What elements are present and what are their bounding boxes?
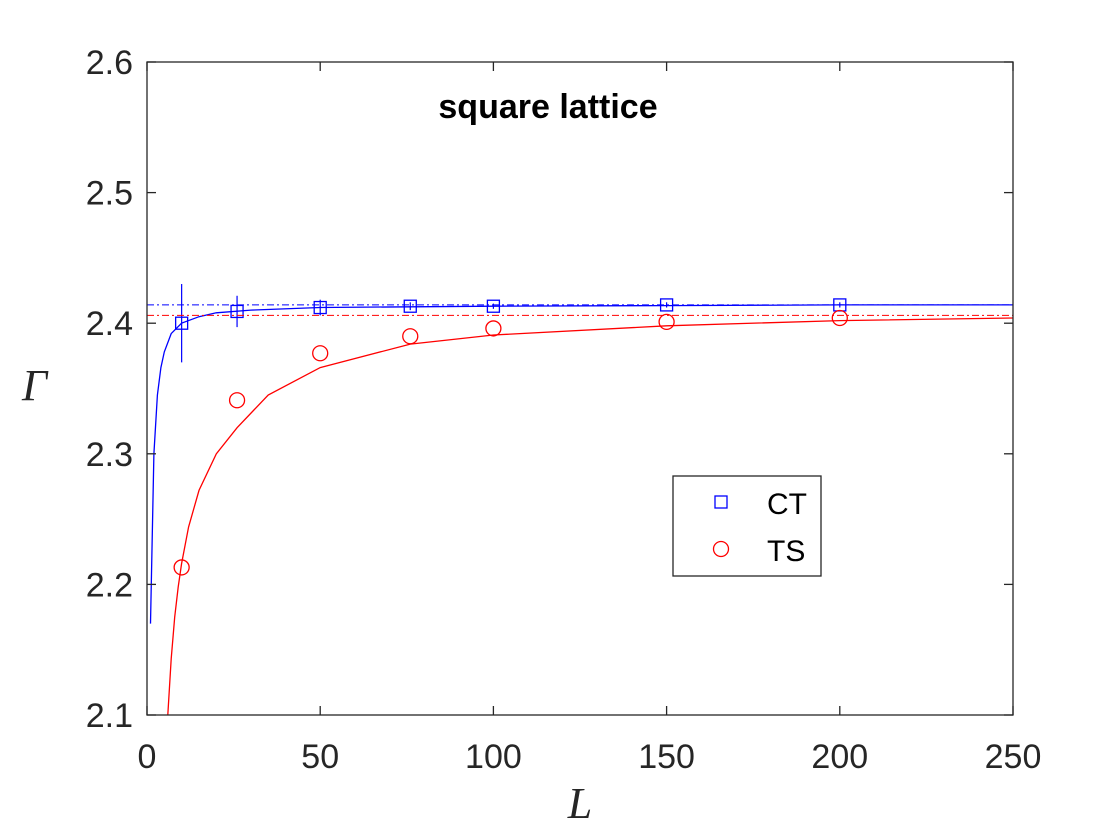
ticks-layer: 0 50 100 150 200 250 2.1 2.2 2.3 2.4 2.5 2.6: [86, 44, 1042, 776]
legend-ts-label: TS: [767, 535, 805, 568]
ct-point: [403, 299, 417, 313]
ct-fit-curve: [149, 304, 1013, 624]
ct-point: [486, 299, 501, 313]
ts-fit-curve: [167, 317, 1013, 715]
x-tick-label: 150: [638, 738, 695, 776]
legend-box: [672, 475, 822, 577]
ts-point: [658, 313, 675, 331]
x-tick-label: 100: [465, 738, 522, 776]
x-tick-label: 250: [985, 738, 1042, 776]
y-tick-label: 2.6: [86, 44, 133, 82]
legend: CT TS: [672, 475, 822, 577]
y-tick-label: 2.3: [86, 436, 133, 474]
plot-frame: [146, 61, 1014, 716]
y-tick-label: 2.1: [86, 697, 133, 735]
x-tick-label: 50: [301, 738, 339, 776]
y-tick-label: 2.2: [86, 566, 133, 604]
chart-title: square lattice: [438, 88, 657, 126]
ts-point: [402, 328, 419, 345]
y-axis-label: Γ: [21, 361, 49, 410]
legend-ct-marker: [714, 495, 728, 509]
x-tick-label: 0: [138, 738, 157, 776]
ts-point: [831, 309, 848, 327]
legend-ts-marker: [712, 540, 730, 558]
ct-point: [174, 316, 189, 330]
x-axis-label: L: [567, 779, 592, 828]
ts-point: [228, 392, 246, 409]
ct-point: [313, 300, 327, 315]
series-layer: [147, 284, 1013, 715]
ct-point: [230, 304, 244, 319]
x-tick-label: 200: [811, 738, 868, 776]
y-tick-label: 2.5: [86, 175, 133, 213]
plot-area: [147, 62, 1013, 715]
y-tick-label: 2.4: [86, 305, 133, 343]
ts-point: [485, 320, 502, 337]
ts-point: [312, 345, 329, 362]
legend-ct-label: CT: [767, 488, 807, 521]
ct-point: [659, 298, 674, 312]
ts-point: [173, 559, 190, 576]
